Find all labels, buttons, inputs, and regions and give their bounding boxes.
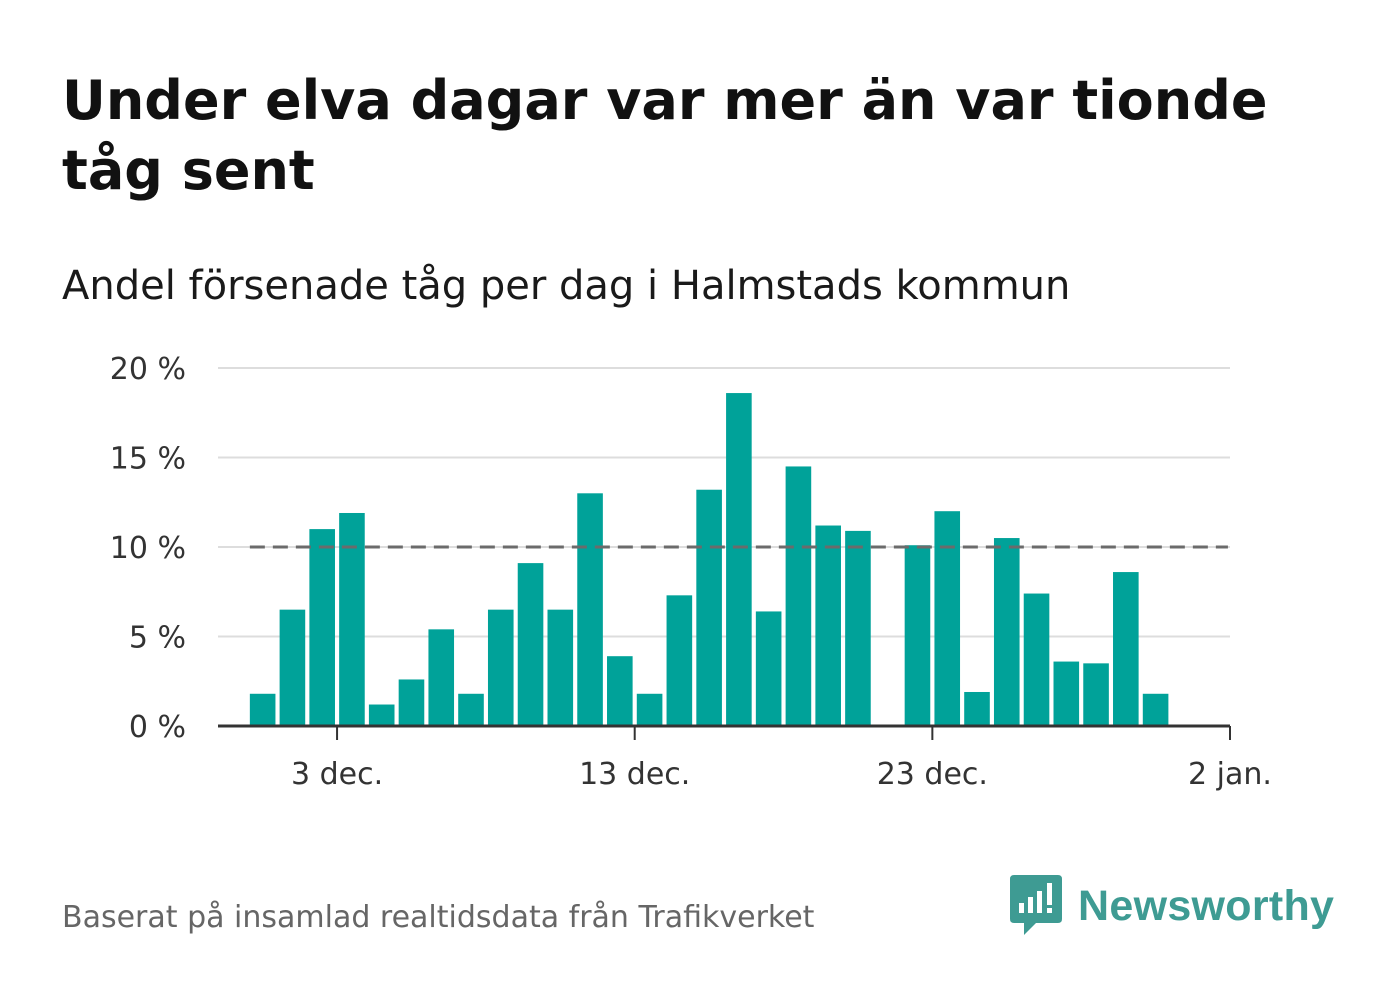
x-tick-label: 3 dec. [291,757,383,792]
bar-2023-11-30 [249,693,276,726]
bar-2023-12-12 [607,656,633,726]
bar-2023-12-10 [547,609,574,726]
bar-2023-12-11 [577,493,603,726]
bar-chart: 0 % 5 % 10 % 15 % 20 % 3 dec. 13 dec. 23 dec. 2… [110,352,1272,792]
brand-logo: Newsworthy [1010,875,1334,937]
bar-2023-12-27 [1053,661,1080,726]
bar-2023-12-17 [755,611,782,726]
bar-2023-12-26 [1023,593,1050,726]
bar-2023-12-14 [666,595,693,726]
bar-2023-12-29 [1113,572,1139,726]
bar-2023-12-05 [398,679,425,726]
y-tick-label: 0 % [129,710,186,745]
bar-2023-12-01 [279,609,306,726]
y-axis-ticks: 0 % 5 % 10 % 15 % 20 % [110,352,186,745]
bar-2023-12-06 [428,629,455,726]
bar-2023-12-02 [309,529,335,726]
bar-2023-12-03 [339,512,365,726]
bar-2023-12-09 [517,563,544,726]
x-tick-label: 13 dec. [579,757,690,792]
y-tick-label: 15 % [110,442,186,477]
bar-2023-12-25 [993,538,1020,726]
bar-2023-12-08 [487,609,514,726]
bar-2023-12-16 [726,393,752,726]
chart-subtitle: Andel försenade tåg per dag i Halmstads … [62,263,1071,309]
y-tick-label: 20 % [110,352,186,387]
brand-name: Newsworthy [1078,881,1335,930]
chart-title: Under elva dagar var mer än var tionde t… [62,69,1268,202]
x-tick-label: 2 jan. [1188,757,1272,792]
bar-2023-12-04 [368,704,395,726]
bars [249,393,1169,726]
x-tick-label: 23 dec. [877,757,988,792]
x-axis-ticks: 3 dec. 13 dec. 23 dec. 2 jan. [291,726,1272,792]
bar-2023-12-23 [934,511,961,726]
bar-2023-12-07 [458,693,484,726]
bar-2023-12-18 [785,466,812,726]
bar-2023-12-13 [636,693,663,726]
bar-2023-12-24 [964,691,990,726]
bar-2023-12-28 [1083,663,1109,726]
bar-2023-12-15 [696,489,722,726]
source-note: Baserat på insamlad realtidsdata från Tr… [62,900,815,935]
bar-2023-12-22 [904,545,931,726]
bar-2023-12-19 [815,525,841,726]
newsworthy-logo-icon [1010,875,1062,935]
y-tick-label: 10 % [110,531,186,566]
y-tick-label: 5 % [129,621,186,656]
bar-2023-12-30 [1142,693,1169,726]
bar-2023-12-20 [845,530,871,726]
gridlines [218,367,1230,638]
